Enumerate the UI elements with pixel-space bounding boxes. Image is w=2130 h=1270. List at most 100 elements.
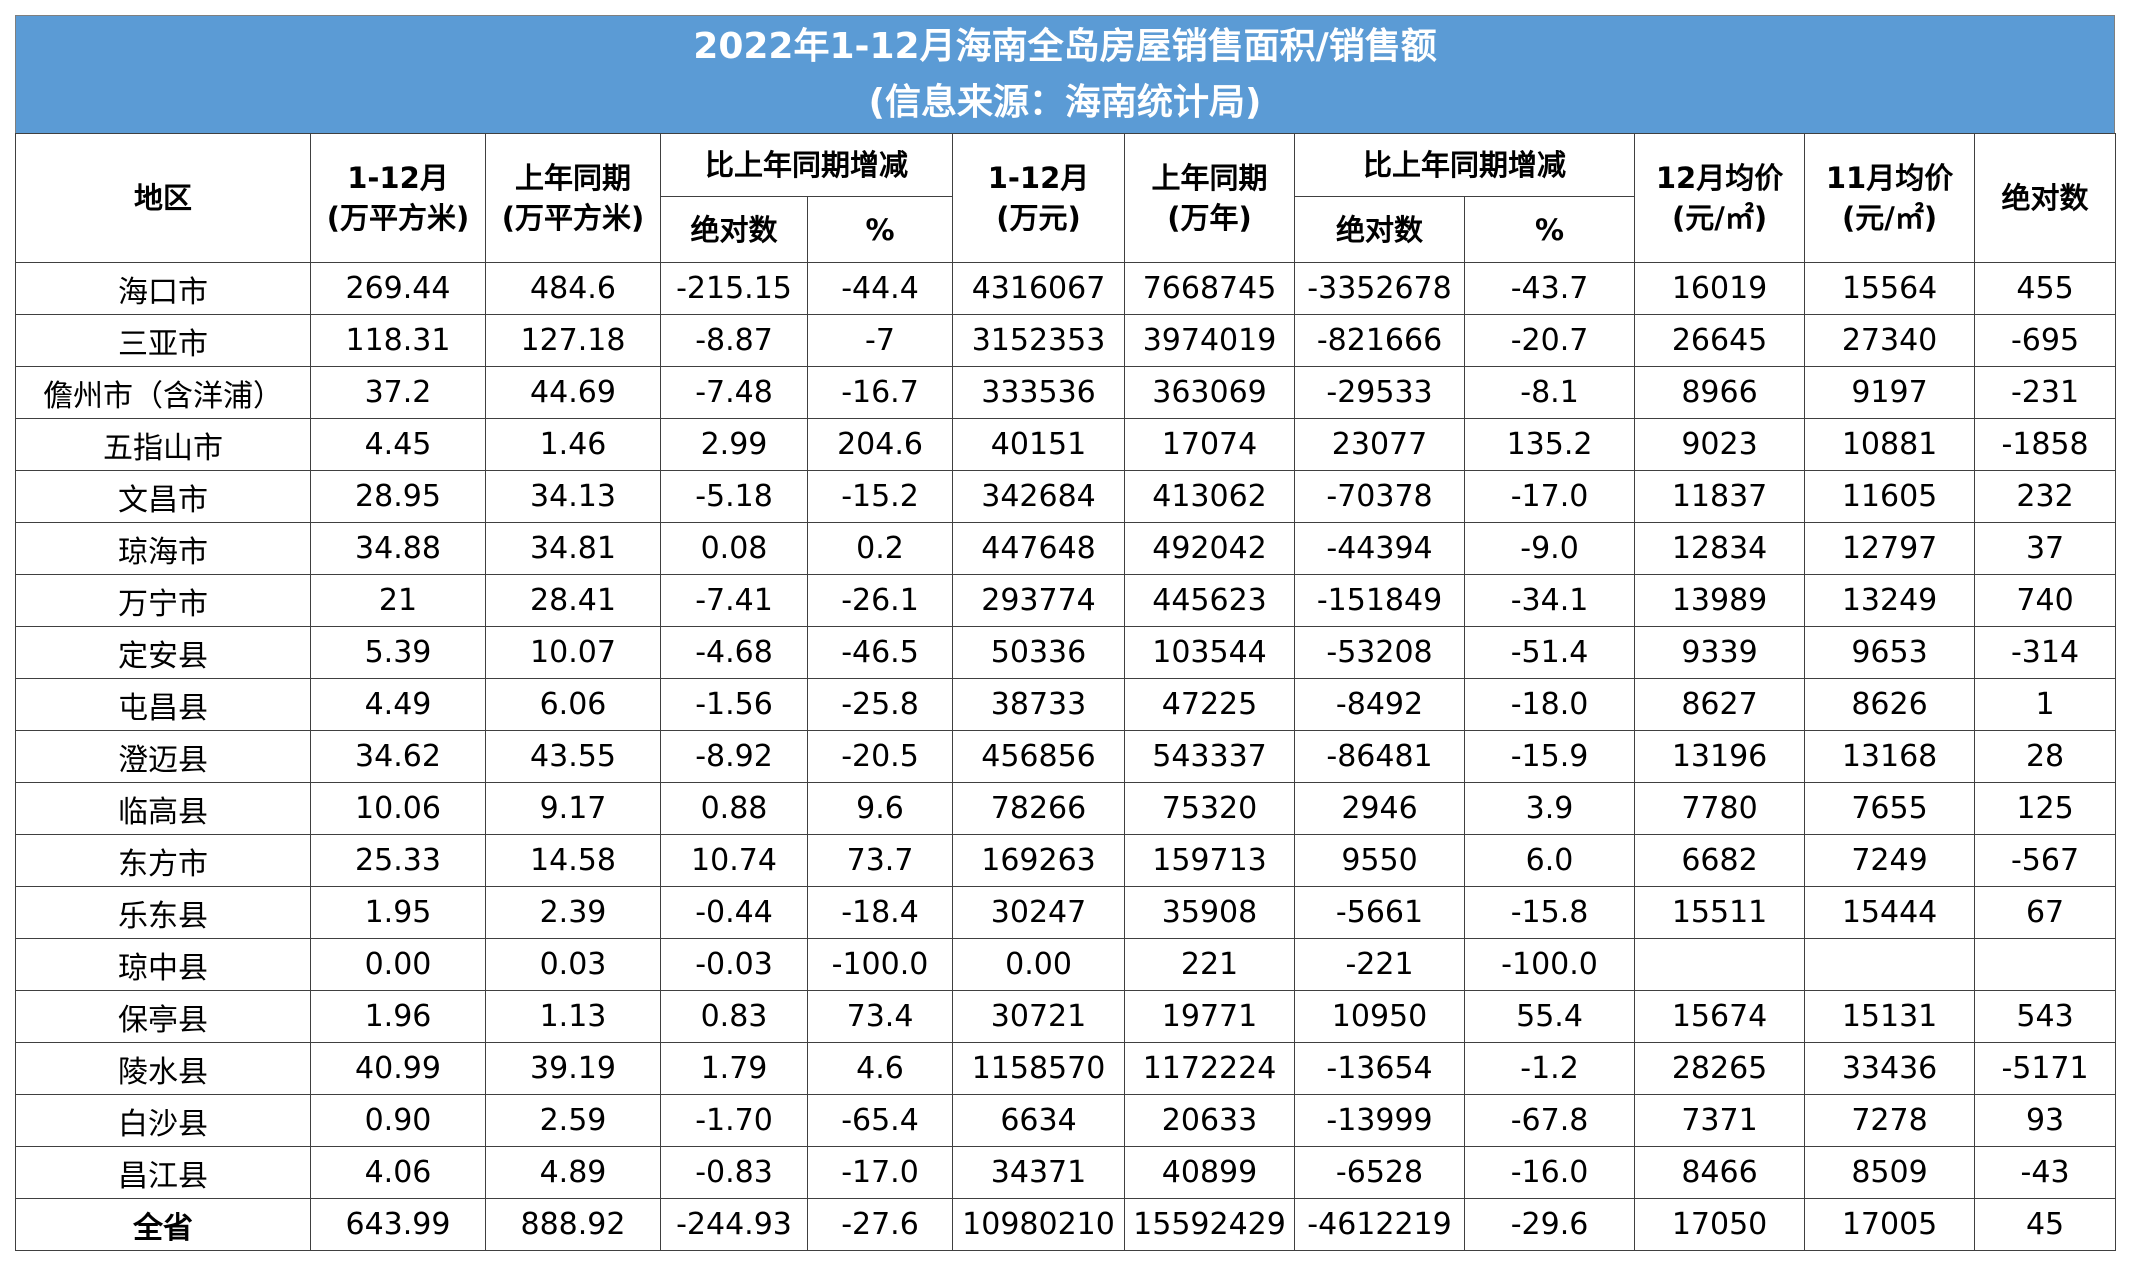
value-cell: 4.49	[310, 678, 486, 731]
value-cell: 40899	[1124, 1146, 1296, 1199]
region-cell: 东方市	[15, 834, 311, 887]
value-cell: 10950	[1294, 990, 1466, 1043]
value-cell: -53208	[1294, 626, 1466, 679]
value-cell: 6682	[1634, 834, 1806, 887]
value-cell: -5.18	[660, 470, 808, 523]
header-area-prev: 上年同期 (万平方米)	[485, 133, 661, 263]
value-cell: 740	[1974, 574, 2117, 627]
value-cell: 7278	[1804, 1094, 1976, 1147]
value-cell: -16.0	[1464, 1146, 1636, 1199]
value-cell: 33436	[1804, 1042, 1976, 1095]
value-cell: 13196	[1634, 730, 1806, 783]
value-cell: -44.4	[806, 262, 954, 315]
value-cell: -215.15	[660, 262, 808, 315]
value-cell: 2.59	[485, 1094, 661, 1147]
value-cell: -6528	[1294, 1146, 1466, 1199]
value-cell: -8.87	[660, 314, 808, 367]
value-cell: -4.68	[660, 626, 808, 679]
table-row: 昌江县 4.06 4.89 -0.83 -17.0 34371 40899 -6528 -16.…	[15, 1146, 2117, 1199]
value-cell: 455	[1974, 262, 2117, 315]
total-value-cell: 45	[1974, 1198, 2117, 1251]
value-cell: 10.07	[485, 626, 661, 679]
table-row: 定安县 5.39 10.07 -4.68 -46.5 50336 103544 -53208-…	[15, 626, 2117, 679]
region-cell: 五指山市	[15, 418, 311, 471]
value-cell: -43	[1974, 1146, 2117, 1199]
value-cell: -100.0	[806, 938, 954, 991]
value-cell: -8.1	[1464, 366, 1636, 419]
value-cell: 34.62	[310, 730, 486, 783]
value-cell: 27340	[1804, 314, 1976, 367]
value-cell: 7249	[1804, 834, 1976, 887]
value-cell: 34.88	[310, 522, 486, 575]
total-value-cell: -4612219	[1294, 1198, 1466, 1251]
table-row: 海口市 269.44 484.6 -215.15 -44.4 4316067 7668745…	[15, 262, 2117, 315]
table-row: 东方市 25.33 14.58 10.74 73.7 169263 159713 9550 6.…	[15, 834, 2117, 887]
value-cell: 43.55	[485, 730, 661, 783]
value-cell: 342684	[952, 470, 1126, 523]
total-value-cell: 643.99	[310, 1198, 486, 1251]
value-cell: -18.0	[1464, 678, 1636, 731]
table-row: 屯昌县 4.49 6.06 -1.56 -25.8 38733 47225 -8492 -18.…	[15, 678, 2117, 731]
value-cell: -34.1	[1464, 574, 1636, 627]
value-cell: 333536	[952, 366, 1126, 419]
value-cell: 456856	[952, 730, 1126, 783]
value-cell: 269.44	[310, 262, 486, 315]
value-cell: 15131	[1804, 990, 1976, 1043]
value-cell: 8966	[1634, 366, 1806, 419]
value-cell: 159713	[1124, 834, 1296, 887]
value-cell: 12797	[1804, 522, 1976, 575]
value-cell: 3152353	[952, 314, 1126, 367]
value-cell: 7655	[1804, 782, 1976, 835]
region-cell: 海口市	[15, 262, 311, 315]
value-cell: 37	[1974, 522, 2117, 575]
value-cell: 232	[1974, 470, 2117, 523]
value-cell: -25.8	[806, 678, 954, 731]
value-cell: 10.06	[310, 782, 486, 835]
table-row: 万宁市 21 28.41 -7.41 -26.1 293774 445623 -151849-…	[15, 574, 2117, 627]
value-cell: 1.13	[485, 990, 661, 1043]
value-cell: 26645	[1634, 314, 1806, 367]
value-cell: -17.0	[1464, 470, 1636, 523]
value-cell: 543	[1974, 990, 2117, 1043]
value-cell: 55.4	[1464, 990, 1636, 1043]
value-cell: 20633	[1124, 1094, 1296, 1147]
value-cell: 0.83	[660, 990, 808, 1043]
total-row: 全省 643.99 888.92 -244.93 -27.6 10980210 155924…	[15, 1198, 2117, 1251]
value-cell: 7668745	[1124, 262, 1296, 315]
value-cell: -15.8	[1464, 886, 1636, 939]
value-cell: 34.81	[485, 522, 661, 575]
total-value-cell: -29.6	[1464, 1198, 1636, 1251]
value-cell: 413062	[1124, 470, 1296, 523]
table-row: 琼海市 34.88 34.81 0.08 0.2 447648 492042 -44394 -9…	[15, 522, 2117, 575]
header-sales-1-12: 1-12月 (万元)	[952, 133, 1126, 263]
value-cell: 0.08	[660, 522, 808, 575]
value-cell	[1974, 938, 2117, 991]
value-cell: -46.5	[806, 626, 954, 679]
value-cell: -13999	[1294, 1094, 1466, 1147]
report-source: (信息来源：海南统计局)	[868, 81, 1262, 123]
value-cell: -100.0	[1464, 938, 1636, 991]
value-cell: 11605	[1804, 470, 1976, 523]
value-cell: -221	[1294, 938, 1466, 991]
value-cell: -567	[1974, 834, 2117, 887]
value-cell: -3352678	[1294, 262, 1466, 315]
value-cell: 13168	[1804, 730, 1976, 783]
value-cell: 28.95	[310, 470, 486, 523]
total-value-cell: 17050	[1634, 1198, 1806, 1251]
value-cell: 30721	[952, 990, 1126, 1043]
value-cell: -1.2	[1464, 1042, 1636, 1095]
value-cell: 125	[1974, 782, 2117, 835]
header-sales-prev: 上年同期 (万年)	[1124, 133, 1296, 263]
table-row: 乐东县 1.95 2.39 -0.44 -18.4 30247 35908 -5661 -15.…	[15, 886, 2117, 939]
value-cell: 1.96	[310, 990, 486, 1043]
value-cell: 19771	[1124, 990, 1296, 1043]
table-row: 临高县 10.06 9.17 0.88 9.6 78266 75320 2946 3.9 7780…	[15, 782, 2117, 835]
value-cell: -8.92	[660, 730, 808, 783]
value-cell: -9.0	[1464, 522, 1636, 575]
value-cell: -8492	[1294, 678, 1466, 731]
report-container: 2022年1-12月海南全岛房屋销售面积/销售额 (信息来源：海南统计局) 地区…	[15, 15, 2117, 1251]
value-cell: 103544	[1124, 626, 1296, 679]
value-cell: 127.18	[485, 314, 661, 367]
value-cell: 221	[1124, 938, 1296, 991]
value-cell: 67	[1974, 886, 2117, 939]
